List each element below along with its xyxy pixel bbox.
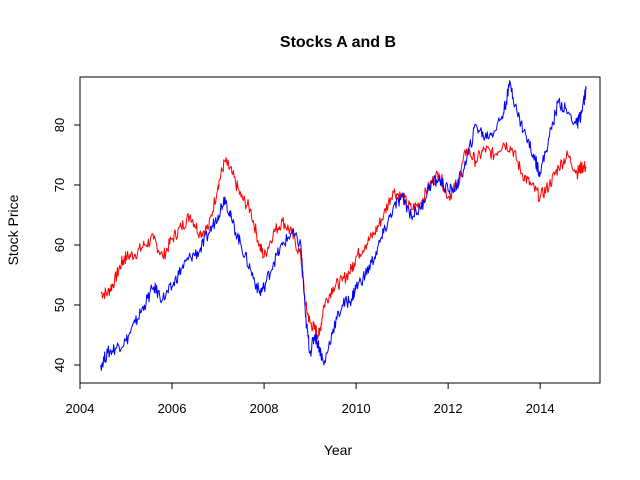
chart-title: Stocks A and B [280, 34, 396, 51]
y-axis-label: Stock Price [5, 194, 21, 265]
x-tick-label: 2010 [342, 401, 371, 416]
series-line-1 [100, 142, 587, 340]
y-tick-label: 50 [52, 298, 67, 312]
y-axis: 40 50 60 70 80 [52, 118, 81, 372]
x-axis: 2004 2006 2008 2010 2012 2014 [66, 382, 555, 416]
series-layer [100, 80, 587, 371]
x-tick-label: 2006 [158, 401, 187, 416]
x-axis-label: Year [324, 442, 353, 458]
x-tick-label: 2004 [66, 401, 95, 416]
y-tick-label: 40 [52, 358, 67, 372]
x-tick-label: 2014 [526, 401, 555, 416]
y-tick-label: 70 [52, 178, 67, 192]
series-line-2 [100, 80, 587, 371]
y-tick-label: 80 [52, 118, 67, 132]
x-tick-label: 2008 [250, 401, 279, 416]
x-tick-label: 2012 [434, 401, 463, 416]
y-tick-label: 60 [52, 238, 67, 252]
